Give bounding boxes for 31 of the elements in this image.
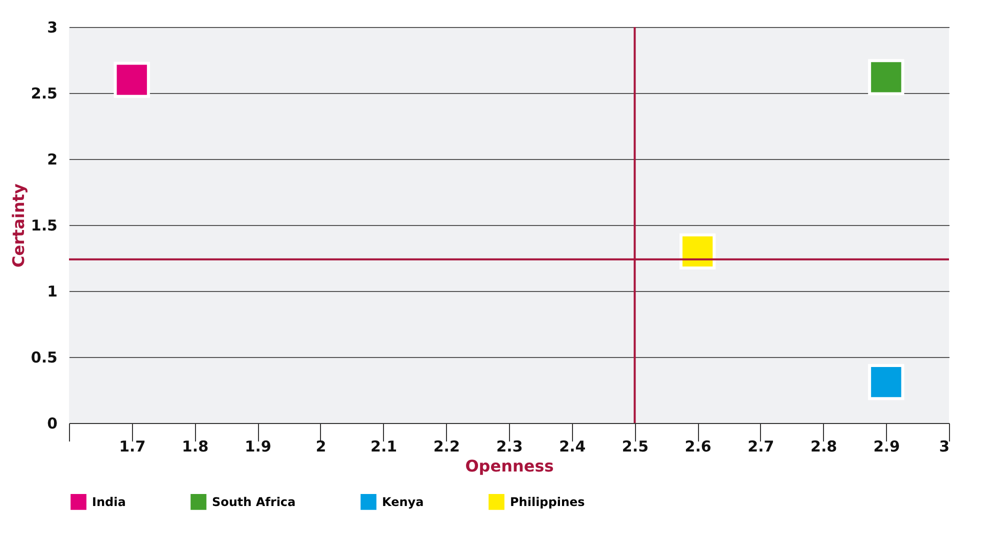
x-tick-label: 2.7 bbox=[748, 438, 774, 456]
x-tick-label: 3 bbox=[939, 438, 950, 456]
x-tick-label: 2.4 bbox=[559, 438, 586, 456]
y-tick-label: 2.5 bbox=[30, 84, 58, 102]
y-tick-label: 3 bbox=[47, 18, 58, 36]
legend-label: India bbox=[92, 494, 126, 509]
y-tick-label: 0 bbox=[47, 414, 58, 432]
x-tick-label: 2.6 bbox=[684, 438, 712, 456]
x-tick-label: 2.5 bbox=[622, 438, 649, 456]
point bbox=[868, 364, 904, 400]
x-tick-label: 1.7 bbox=[119, 438, 146, 456]
point bbox=[679, 233, 716, 270]
x-tick-label: 2.3 bbox=[496, 438, 523, 456]
y-tick-label: 0.5 bbox=[30, 348, 58, 366]
x-axis-title: Openness bbox=[465, 456, 554, 476]
x-tick-label: 2.9 bbox=[873, 438, 900, 456]
y-axis-title: Certainty bbox=[8, 182, 28, 268]
y-tick-label: 1 bbox=[47, 282, 58, 300]
x-tick-label: 2.2 bbox=[433, 438, 460, 456]
y-tick-label: 2 bbox=[47, 150, 58, 168]
x-tick-label: 2.8 bbox=[810, 438, 838, 456]
x-tick-label: 1.8 bbox=[182, 438, 209, 456]
legend-label: South Africa bbox=[212, 494, 296, 509]
x-tick-label: 1.9 bbox=[244, 438, 272, 456]
point bbox=[868, 59, 904, 96]
legend-label: Philippines bbox=[510, 494, 585, 509]
x-tick-label: 2.1 bbox=[370, 438, 398, 456]
y-tick-label: 1.5 bbox=[30, 216, 58, 234]
legend-label: Kenya bbox=[382, 494, 424, 509]
x-tick-label: 2 bbox=[316, 438, 326, 456]
point bbox=[114, 62, 150, 98]
